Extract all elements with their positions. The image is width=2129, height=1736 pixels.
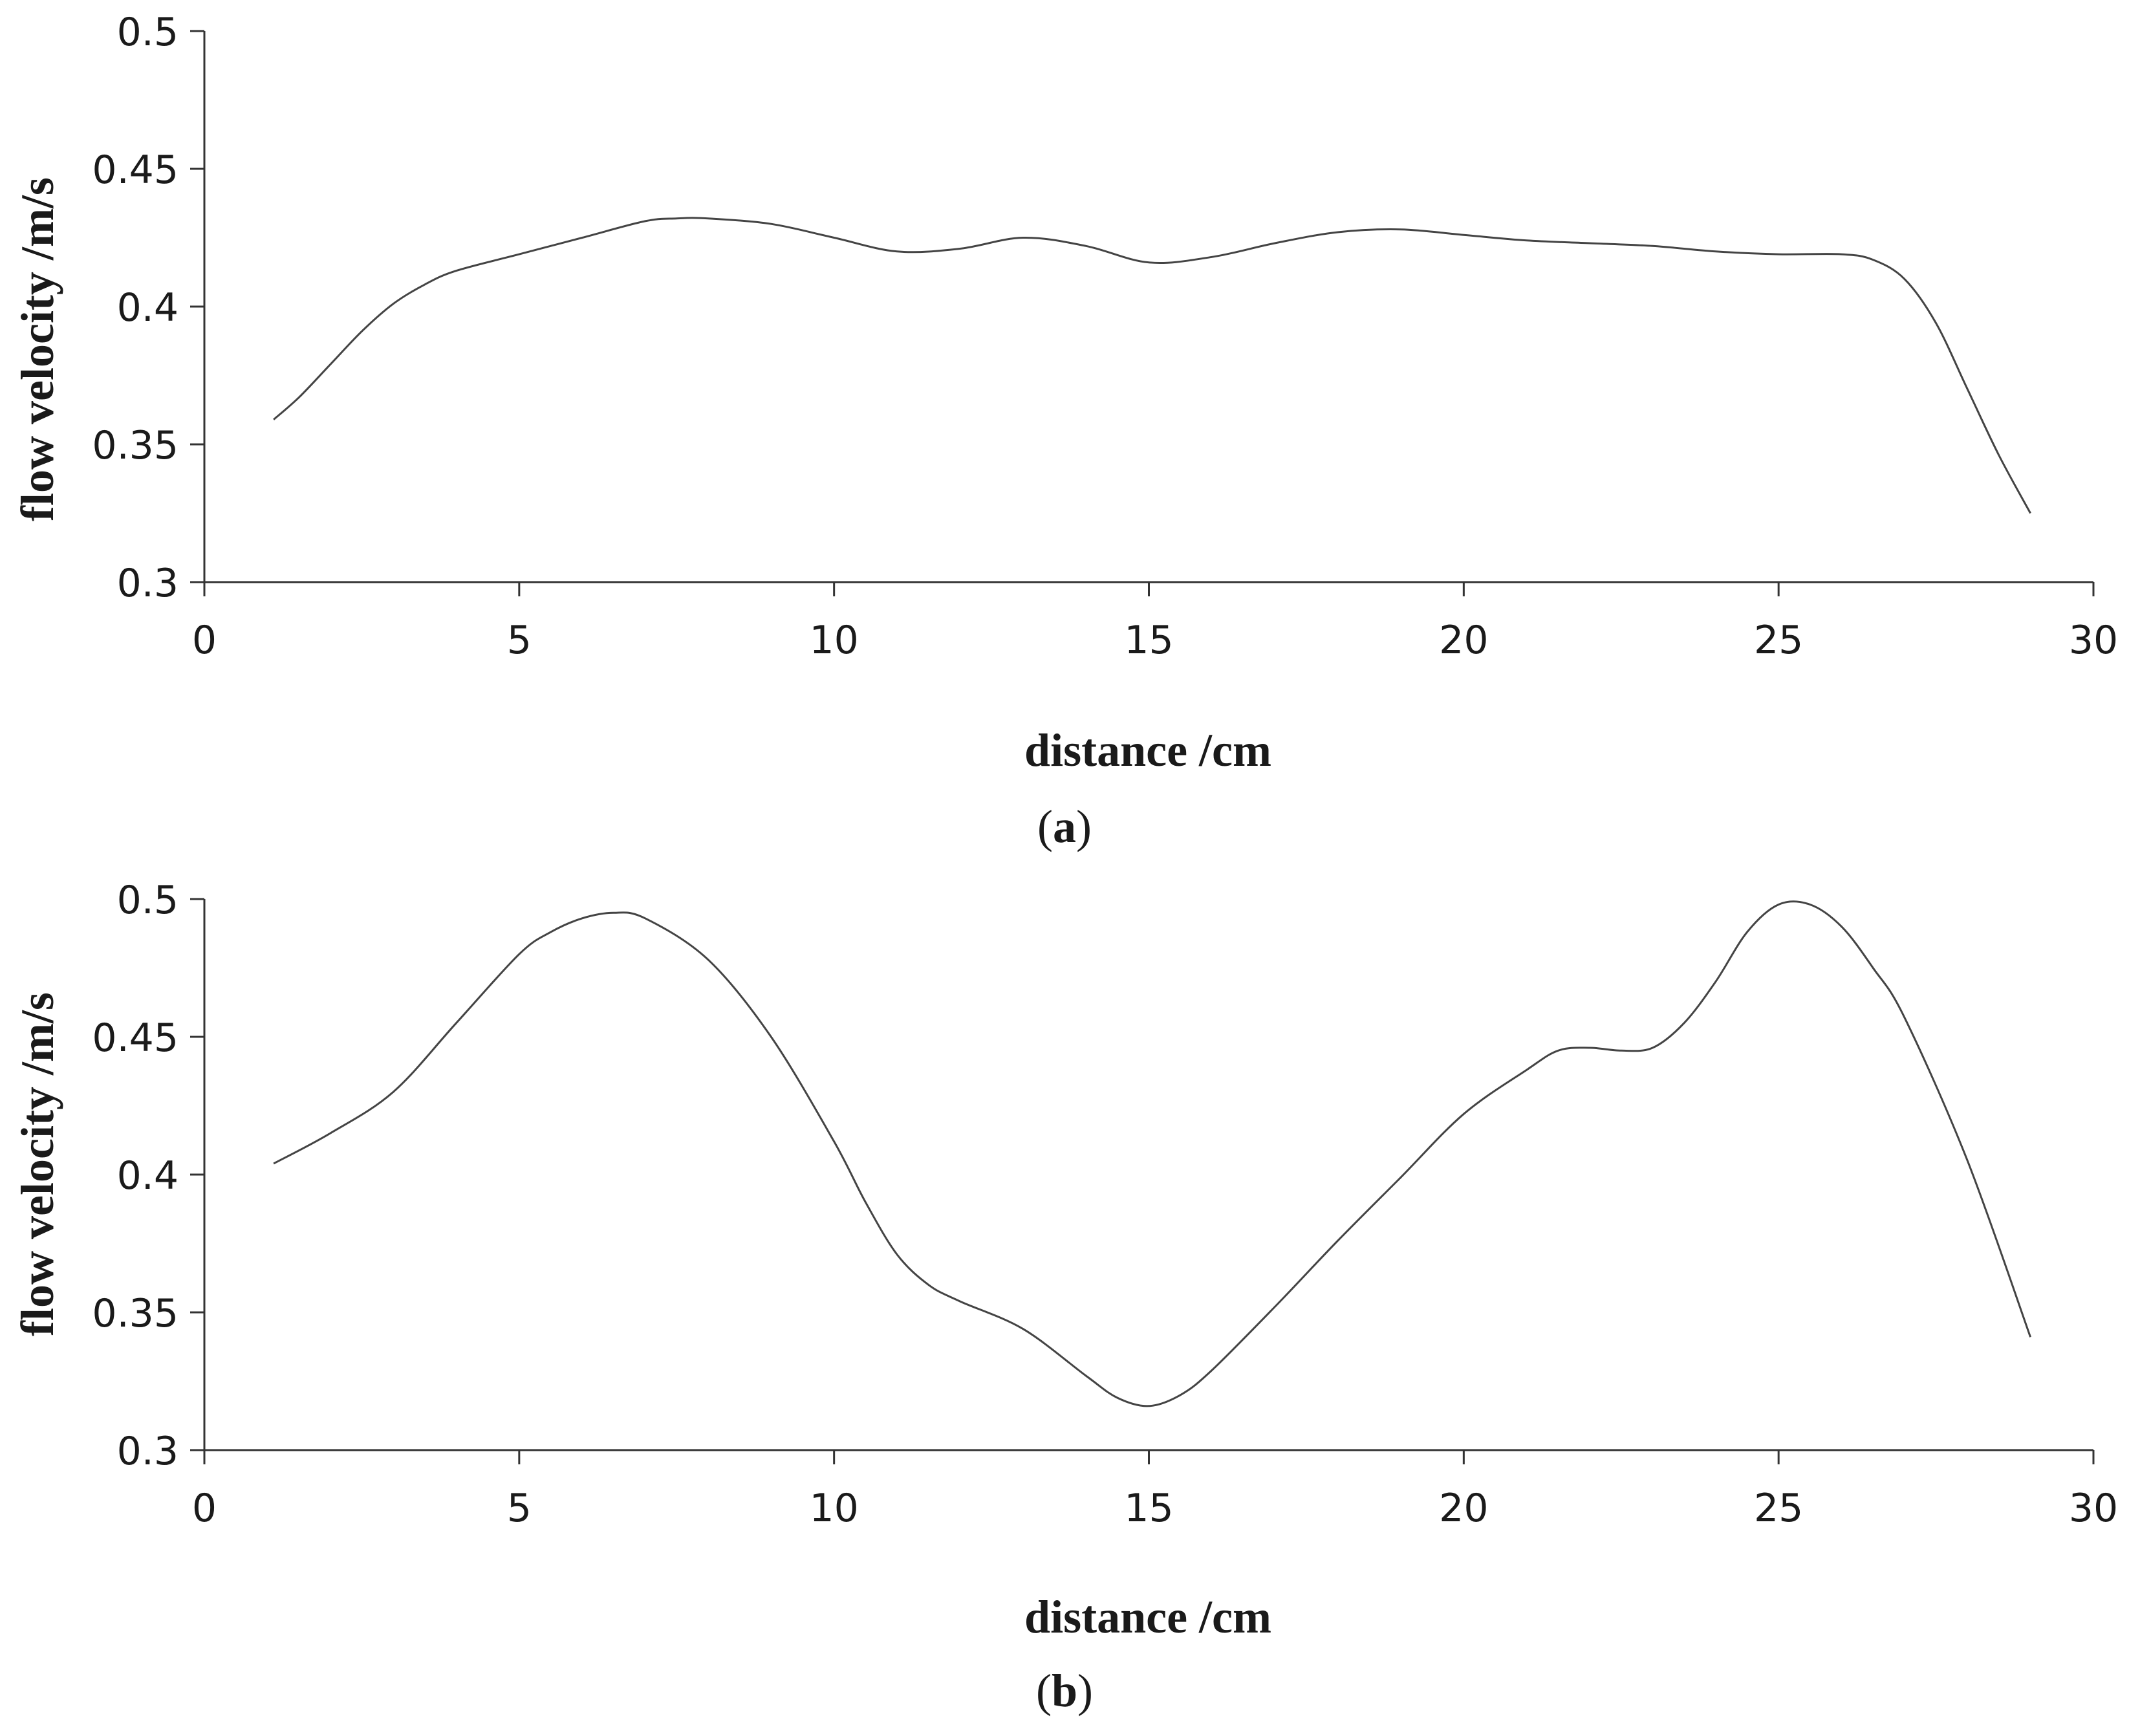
panel-b-label-letter: b xyxy=(1052,1665,1077,1717)
panel-b-label-close: ) xyxy=(1077,1665,1093,1717)
panel-a-plot-area: 0 5 10 15 20 25 30 0.3 0.35 0.4 0.45 0.5 xyxy=(92,10,2118,663)
panel-a-y-tick-label: 0.45 xyxy=(92,147,178,193)
panel-b-y-tick-label: 0.4 xyxy=(117,1153,178,1199)
panel-b-x-tick-label: 10 xyxy=(809,1486,858,1531)
panel-b-label: (b) xyxy=(1036,1665,1093,1717)
panel-b-y-tick-label: 0.5 xyxy=(117,878,178,923)
panel-a-label-letter: a xyxy=(1053,801,1076,852)
panel-b-x-tick-label: 25 xyxy=(1754,1486,1803,1531)
panel-b-x-tick-label: 0 xyxy=(192,1486,217,1531)
panel-a-x-tick-label: 15 xyxy=(1124,618,1173,663)
panel-a-y-tick-label: 0.4 xyxy=(117,285,178,331)
panel-b-x-axis-title: distance /cm xyxy=(1024,1591,1271,1643)
panel-a-label-close: ) xyxy=(1076,801,1092,852)
panel-a-y-tick-label: 0.35 xyxy=(92,423,178,468)
panel-a-label-open: ( xyxy=(1037,801,1053,852)
panel-b-y-axis-title: flow velocity /m/s xyxy=(12,992,63,1336)
panel-a-x-tick-label: 0 xyxy=(192,618,217,663)
panel-a-label: (a) xyxy=(1037,801,1092,852)
panel-b-x-tick-label: 20 xyxy=(1439,1486,1488,1531)
panel-b-plot-area: 0 5 10 15 20 25 30 0.3 0.35 0.4 0.45 0.5 xyxy=(92,878,2118,1531)
panel-b-chart: 0 5 10 15 20 25 30 0.3 0.35 0.4 0.45 0.5 distance /… xyxy=(12,878,2118,1717)
panel-a-y-tick-label: 0.3 xyxy=(117,561,178,606)
panel-a-x-tick-label: 5 xyxy=(507,618,532,663)
panel-b-y-tick-label: 0.3 xyxy=(117,1429,178,1474)
panel-b-x-tick-label: 30 xyxy=(2069,1486,2118,1531)
panel-a-y-axis-title: flow velocity /m/s xyxy=(12,177,63,521)
panel-b-x-tick-label: 15 xyxy=(1124,1486,1173,1531)
panel-a-x-tick-label: 25 xyxy=(1754,618,1803,663)
panel-a-y-tick-label: 0.5 xyxy=(117,10,178,55)
panel-a-chart: 0 5 10 15 20 25 30 0.3 0.35 0.4 0.45 0.5 distance /… xyxy=(12,10,2118,852)
panel-a-x-axis-title: distance /cm xyxy=(1024,724,1271,776)
panel-b-label-open: ( xyxy=(1036,1665,1052,1717)
panel-a-x-tick-label: 30 xyxy=(2069,618,2118,663)
panel-a-x-tick-label: 10 xyxy=(809,618,858,663)
panel-a-x-tick-label: 20 xyxy=(1439,618,1488,663)
panel-a-series-line xyxy=(273,217,2031,514)
panel-b-y-tick-label: 0.45 xyxy=(92,1015,178,1061)
panel-b-series-line xyxy=(273,900,2032,1407)
panel-b-x-tick-label: 5 xyxy=(507,1486,532,1531)
panel-b-y-tick-label: 0.35 xyxy=(92,1291,178,1336)
